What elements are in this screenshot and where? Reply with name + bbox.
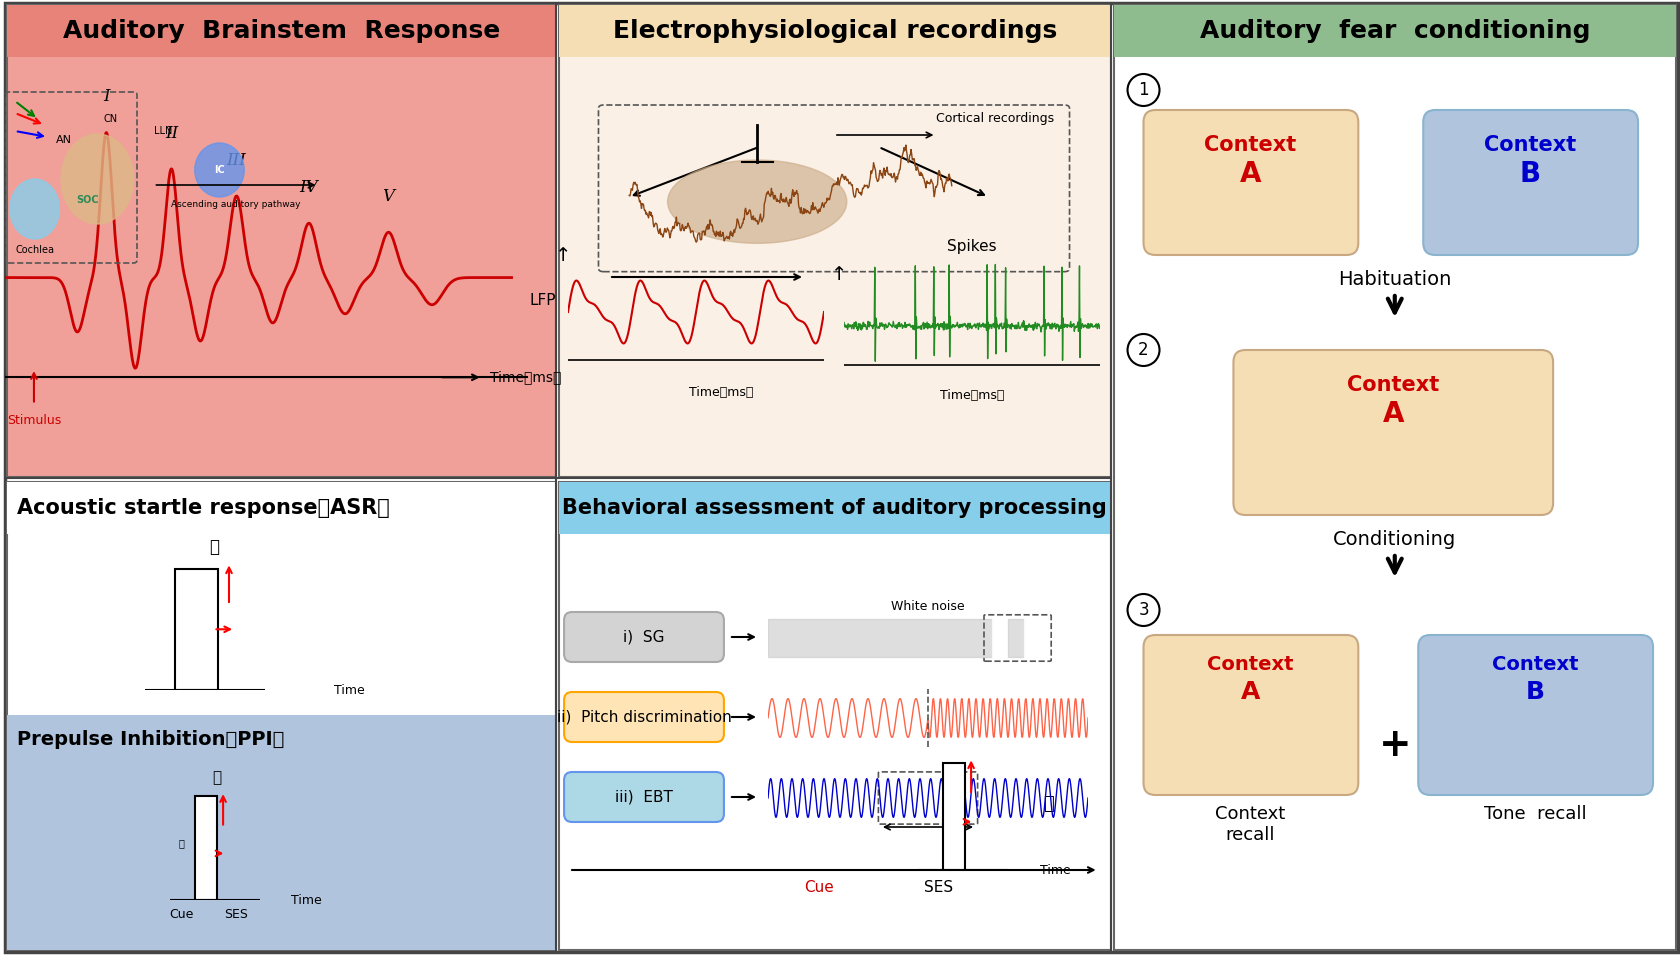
Text: II: II bbox=[165, 125, 178, 141]
Bar bbox=[7, 715, 556, 950]
Text: LLN: LLN bbox=[155, 126, 173, 136]
FancyBboxPatch shape bbox=[1418, 635, 1651, 795]
Bar bbox=[7, 5, 556, 57]
Text: IC: IC bbox=[213, 165, 225, 175]
Text: Spikes: Spikes bbox=[946, 239, 996, 254]
Text: Cue: Cue bbox=[170, 908, 193, 921]
Text: V: V bbox=[383, 188, 395, 205]
Text: ii)  Pitch discrimination: ii) Pitch discrimination bbox=[556, 710, 731, 725]
Text: Stimulus: Stimulus bbox=[7, 414, 60, 427]
Text: 🔊: 🔊 bbox=[1043, 795, 1053, 813]
Bar bbox=[1112, 5, 1675, 57]
Text: B: B bbox=[1525, 680, 1544, 704]
Text: White noise: White noise bbox=[890, 600, 964, 613]
Text: Electrophysiological recordings: Electrophysiological recordings bbox=[612, 19, 1057, 43]
Text: +: + bbox=[1378, 726, 1410, 764]
FancyBboxPatch shape bbox=[564, 612, 724, 662]
Text: 2: 2 bbox=[1137, 341, 1147, 359]
Text: Time（ms）: Time（ms） bbox=[939, 389, 1003, 402]
Text: Time: Time bbox=[291, 894, 323, 906]
FancyBboxPatch shape bbox=[1142, 635, 1357, 795]
Bar bbox=[7, 5, 556, 477]
FancyBboxPatch shape bbox=[1423, 110, 1636, 255]
Text: I: I bbox=[102, 89, 109, 105]
Text: iii)  EBT: iii) EBT bbox=[615, 790, 672, 804]
Text: Auditory  Brainstem  Response: Auditory Brainstem Response bbox=[62, 19, 499, 43]
Ellipse shape bbox=[60, 134, 134, 224]
Bar bbox=[559, 482, 1110, 950]
Text: A: A bbox=[1381, 400, 1403, 428]
Text: CN: CN bbox=[104, 114, 118, 124]
Text: ↑: ↑ bbox=[830, 265, 847, 284]
Bar bbox=[942, 763, 964, 870]
Text: Ascending auditory pathway: Ascending auditory pathway bbox=[171, 200, 301, 209]
Text: Context: Context bbox=[1492, 655, 1578, 674]
Text: Acoustic startle response（ASR）: Acoustic startle response（ASR） bbox=[17, 498, 390, 518]
Text: A: A bbox=[1240, 680, 1260, 704]
Ellipse shape bbox=[667, 160, 847, 244]
Text: Behavioral assessment of auditory processing: Behavioral assessment of auditory proces… bbox=[563, 498, 1107, 518]
Text: Prepulse Inhibition（PPI）: Prepulse Inhibition（PPI） bbox=[17, 730, 284, 749]
Text: Time: Time bbox=[333, 684, 365, 696]
Text: Time: Time bbox=[1038, 863, 1070, 877]
Text: Cochlea: Cochlea bbox=[15, 245, 54, 255]
Text: Time（ms）: Time（ms） bbox=[689, 386, 753, 398]
Text: III: III bbox=[227, 152, 247, 169]
Text: Context: Context bbox=[1206, 655, 1294, 674]
Bar bbox=[559, 5, 1110, 57]
Bar bbox=[559, 5, 1110, 477]
Text: 1: 1 bbox=[1137, 81, 1147, 99]
Text: Time（ms）: Time（ms） bbox=[489, 371, 561, 384]
Bar bbox=[1112, 5, 1675, 950]
Text: SES: SES bbox=[924, 880, 953, 895]
Text: A: A bbox=[1238, 160, 1260, 188]
Text: 🔊: 🔊 bbox=[178, 838, 185, 848]
Text: 🔊: 🔊 bbox=[210, 539, 218, 556]
Ellipse shape bbox=[195, 143, 244, 197]
Text: Context: Context bbox=[1203, 135, 1295, 155]
Text: Cortical recordings: Cortical recordings bbox=[936, 112, 1053, 125]
Text: 🔊: 🔊 bbox=[213, 771, 222, 786]
FancyBboxPatch shape bbox=[564, 692, 724, 742]
Ellipse shape bbox=[10, 179, 59, 239]
Bar bbox=[175, 568, 218, 690]
Text: 3: 3 bbox=[1137, 601, 1147, 619]
Text: Context: Context bbox=[1483, 135, 1576, 155]
Circle shape bbox=[1127, 594, 1159, 626]
FancyBboxPatch shape bbox=[1233, 350, 1552, 515]
Circle shape bbox=[1127, 74, 1159, 106]
Bar bbox=[559, 482, 1110, 534]
Text: Conditioning: Conditioning bbox=[1332, 530, 1455, 549]
Text: SES: SES bbox=[225, 908, 249, 921]
Text: Auditory  fear  conditioning: Auditory fear conditioning bbox=[1200, 19, 1589, 43]
Text: Tone  recall: Tone recall bbox=[1483, 805, 1586, 823]
FancyBboxPatch shape bbox=[1142, 110, 1357, 255]
Bar bbox=[7, 482, 556, 950]
Text: ↑: ↑ bbox=[554, 245, 571, 265]
Bar bbox=[195, 796, 217, 900]
Text: IV: IV bbox=[299, 179, 318, 196]
Bar bbox=[7, 482, 556, 534]
Text: SOC: SOC bbox=[76, 195, 99, 205]
FancyBboxPatch shape bbox=[564, 772, 724, 822]
Text: AN: AN bbox=[57, 135, 72, 145]
Text: Context
recall: Context recall bbox=[1215, 805, 1285, 844]
Circle shape bbox=[1127, 334, 1159, 366]
Text: i)  SG: i) SG bbox=[623, 629, 664, 645]
Text: LFP: LFP bbox=[529, 293, 556, 308]
Text: Cue: Cue bbox=[803, 880, 833, 895]
Text: B: B bbox=[1519, 160, 1541, 188]
Text: Context: Context bbox=[1346, 375, 1438, 395]
Text: Habituation: Habituation bbox=[1337, 270, 1450, 289]
